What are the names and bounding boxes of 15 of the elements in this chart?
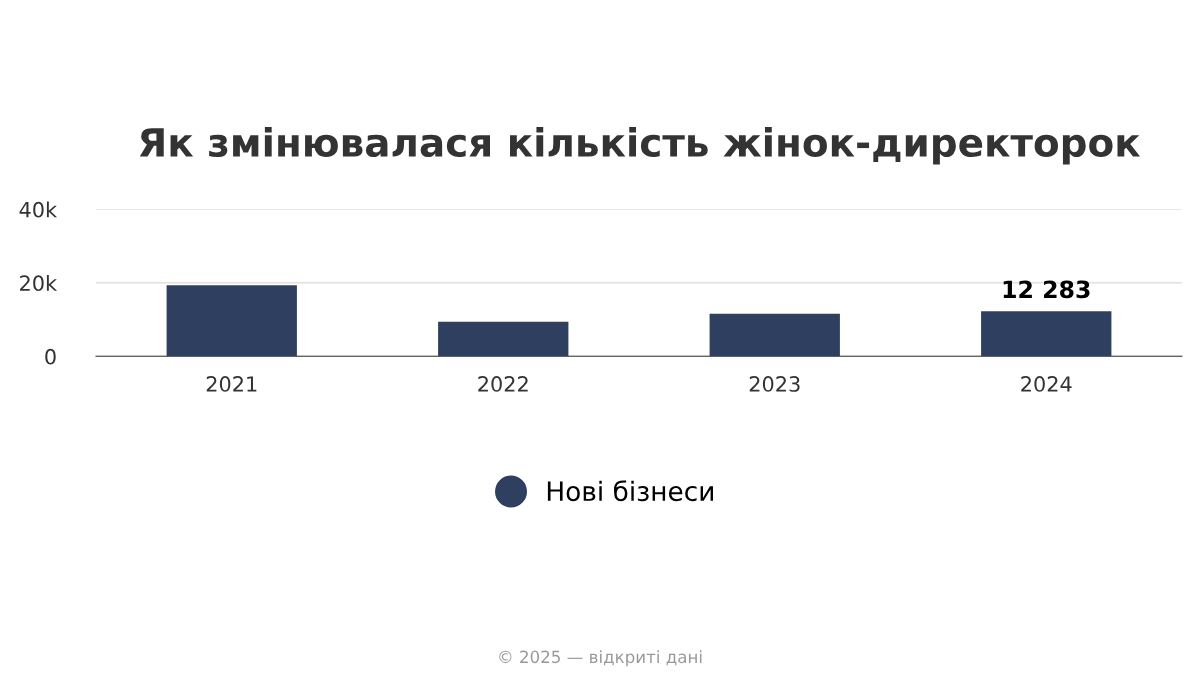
bar bbox=[166, 285, 297, 357]
chart-title: Як змінювалася кількість жінок-директорок bbox=[139, 126, 1141, 165]
x-tick-label: 2021 bbox=[206, 376, 257, 392]
y-tick-label: 40k bbox=[19, 201, 58, 218]
legend-label: Нові бізнеси bbox=[547, 480, 713, 502]
data-label: 12 283 bbox=[1003, 280, 1090, 299]
bar bbox=[709, 313, 840, 357]
x-tick-label: 2023 bbox=[749, 376, 800, 392]
y-tick-label: 20k bbox=[20, 274, 58, 292]
bar bbox=[981, 311, 1112, 357]
y-tick-label: 0 bbox=[45, 348, 56, 365]
text: © 2025 — відкриті дані bbox=[499, 650, 702, 667]
x-tick-label: 2024 bbox=[1021, 376, 1072, 392]
bar bbox=[438, 321, 569, 357]
x-tick-label: 2022 bbox=[478, 376, 528, 392]
